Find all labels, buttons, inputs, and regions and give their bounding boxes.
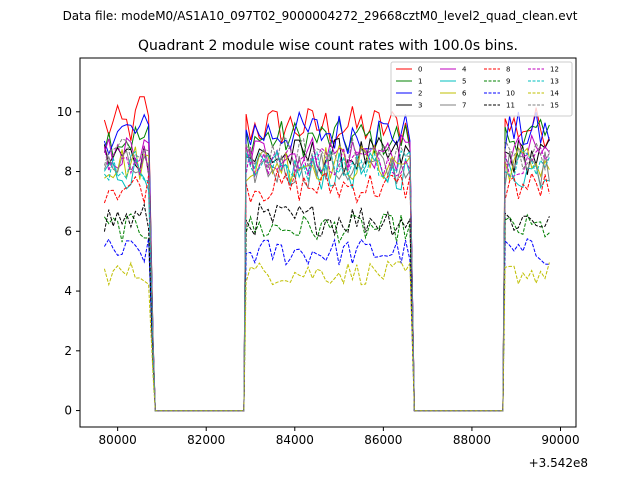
legend-box [390,61,573,117]
y-tick-label: 2 [64,344,72,358]
series-line-8 [103,168,550,412]
series-line-1 [103,118,550,412]
chart-suptitle: Data file: modeM0/AS1A10_097T02_90000042… [63,9,578,23]
legend-label-12: 12 [550,66,559,74]
legend-label-3: 3 [418,102,422,110]
series-line-10 [103,238,550,412]
legend-label-10: 10 [506,90,515,98]
legend-label-4: 4 [462,66,467,74]
legend-label-7: 7 [462,102,466,110]
series-line-14 [103,260,550,412]
series-line-15 [103,137,550,412]
y-axis: 0 2 4 6 8 10 [57,105,80,418]
series-line-6 [104,144,550,412]
series-line-13 [103,147,550,412]
plot-frame [79,57,577,428]
x-tick-label: 90000 [541,433,579,447]
series-line-7 [103,149,550,412]
legend-label-5: 5 [462,78,466,86]
x-axis-offset-label: +3.542e8 [529,456,588,470]
plot-area [79,57,577,428]
legend-label-6: 6 [462,90,467,98]
x-tick-label: 80000 [99,433,137,447]
legend-label-11: 11 [506,102,515,110]
y-tick-label: 6 [64,224,72,238]
series-line-12 [103,143,550,412]
legend-label-9: 9 [506,78,510,86]
legend-label-8: 8 [506,66,510,74]
series-line-9 [103,213,550,412]
x-tick-label: 88000 [453,433,491,447]
y-tick-label: 0 [64,404,72,418]
series-line-11 [103,201,550,412]
legend-label-13: 13 [550,78,559,86]
legend-label-2: 2 [418,90,422,98]
y-tick-label: 10 [57,105,72,119]
legend-label-14: 14 [550,90,559,98]
y-tick-label: 8 [64,165,72,179]
x-axis: 80000 82000 84000 86000 88000 90000 [99,427,580,447]
legend-label-1: 1 [418,78,422,86]
series-line-0 [103,96,550,412]
x-tick-label: 82000 [187,433,225,447]
y-tick-label: 4 [64,284,72,298]
legend-label-15: 15 [550,102,559,110]
chart-title: Quadrant 2 module wise count rates with … [138,38,518,54]
x-tick-label: 86000 [364,433,402,447]
x-tick-label: 84000 [276,433,314,447]
legend-label-0: 0 [418,66,422,74]
